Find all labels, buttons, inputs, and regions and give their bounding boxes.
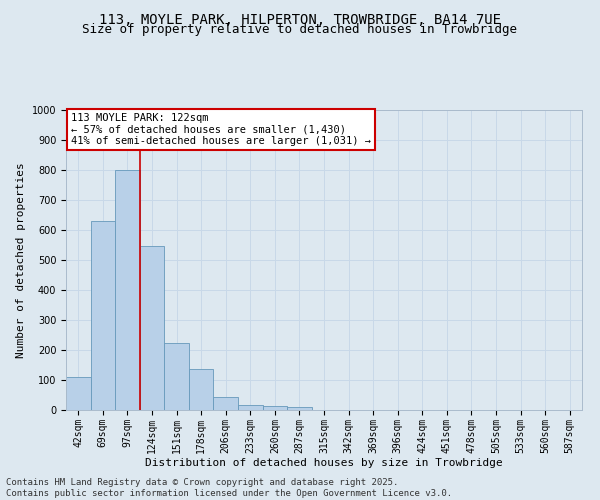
Text: 113 MOYLE PARK: 122sqm
← 57% of detached houses are smaller (1,430)
41% of semi-: 113 MOYLE PARK: 122sqm ← 57% of detached…: [71, 113, 371, 146]
Bar: [164, 344, 189, 410]
Text: Size of property relative to detached houses in Trowbridge: Size of property relative to detached ho…: [83, 22, 517, 36]
Bar: [287, 408, 312, 410]
Bar: [263, 406, 287, 410]
Bar: [238, 405, 263, 410]
Bar: [66, 377, 91, 410]
Bar: [189, 369, 214, 410]
Bar: [91, 221, 115, 410]
Bar: [115, 170, 140, 410]
Text: 113, MOYLE PARK, HILPERTON, TROWBRIDGE, BA14 7UE: 113, MOYLE PARK, HILPERTON, TROWBRIDGE, …: [99, 12, 501, 26]
Text: Contains HM Land Registry data © Crown copyright and database right 2025.
Contai: Contains HM Land Registry data © Crown c…: [6, 478, 452, 498]
Bar: [140, 246, 164, 410]
X-axis label: Distribution of detached houses by size in Trowbridge: Distribution of detached houses by size …: [145, 458, 503, 468]
Y-axis label: Number of detached properties: Number of detached properties: [16, 162, 26, 358]
Bar: [214, 398, 238, 410]
